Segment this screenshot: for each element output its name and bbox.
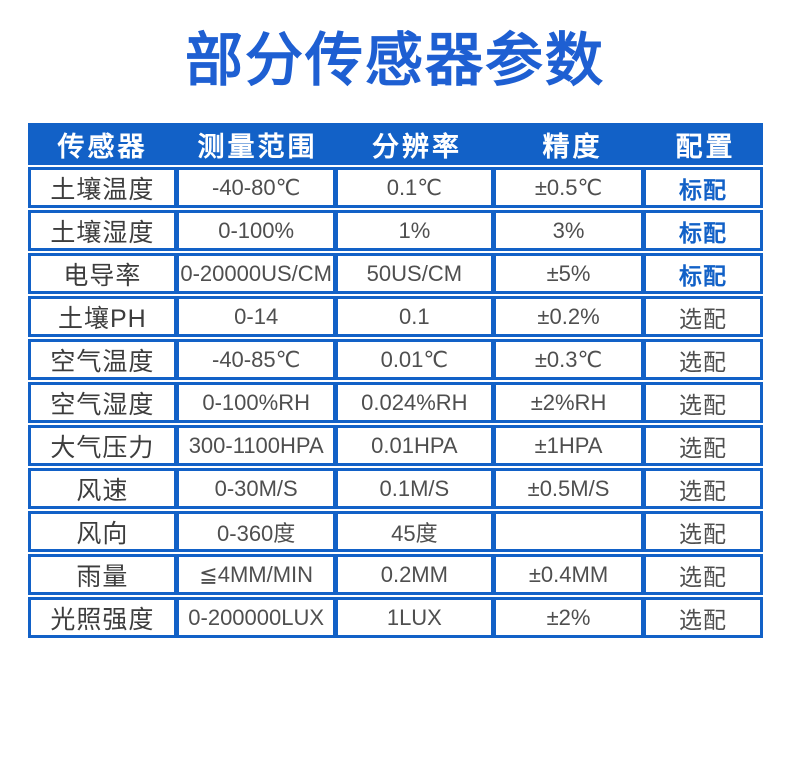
sensor-name: 土壤温度 <box>31 170 180 205</box>
column-header-resolution: 分辨率 <box>372 131 463 162</box>
table-row: 光照强度 0-200000LUX 1LUX ±2% 选配 <box>27 597 763 638</box>
measure-range: ≦4MM/MIN <box>179 557 339 592</box>
resolution-value: 0.1M/S <box>338 471 496 506</box>
table-row: 雨量 ≦4MM/MIN 0.2MM ±0.4MM 选配 <box>27 554 763 595</box>
sensor-name: 大气压力 <box>31 428 180 463</box>
sensor-name: 风向 <box>31 514 180 549</box>
measure-range: 0-100%RH <box>179 385 339 420</box>
column-header-sensor: 传感器 <box>57 131 148 162</box>
sensor-name: 空气温度 <box>31 342 180 377</box>
sensor-name: 土壤PH <box>31 299 180 334</box>
resolution-value: 0.2MM <box>338 557 496 592</box>
table-row: 土壤湿度 0-100% 1% 3% 标配 <box>27 210 763 251</box>
config-badge: 选配 <box>678 305 727 332</box>
measure-range: 0-100% <box>179 213 339 248</box>
accuracy-value: ±5% <box>496 256 647 291</box>
accuracy-value: ±2%RH <box>496 385 647 420</box>
measure-range: 0-360度 <box>179 514 339 549</box>
measure-range: 0-30M/S <box>179 471 339 506</box>
config-badge: 选配 <box>678 434 727 461</box>
sensor-name: 光照强度 <box>31 600 180 635</box>
sensor-name: 空气湿度 <box>31 385 180 420</box>
config-badge: 标配 <box>678 262 727 289</box>
config-badge: 选配 <box>678 520 727 547</box>
table-row: 空气湿度 0-100%RH 0.024%RH ±2%RH 选配 <box>27 382 763 423</box>
table-row: 大气压力 300-1100HPA 0.01HPA ±1HPA 选配 <box>27 425 763 466</box>
table-row: 土壤温度 -40-80℃ 0.1℃ ±0.5℃ 标配 <box>27 167 763 208</box>
accuracy-value: 3% <box>496 213 647 248</box>
measure-range: -40-85℃ <box>179 342 339 377</box>
measure-range: -40-80℃ <box>179 170 339 205</box>
sensor-name: 风速 <box>31 471 180 506</box>
resolution-value: 0.1 <box>338 299 496 334</box>
resolution-value: 0.1℃ <box>338 170 496 205</box>
sensor-name: 电导率 <box>31 256 180 291</box>
accuracy-value: ±0.3℃ <box>496 342 647 377</box>
resolution-value: 1LUX <box>338 600 496 635</box>
config-badge: 选配 <box>678 348 727 375</box>
config-badge: 标配 <box>678 219 727 246</box>
resolution-value: 45度 <box>338 514 496 549</box>
accuracy-value <box>496 514 647 549</box>
resolution-value: 0.01HPA <box>338 428 496 463</box>
accuracy-value: ±0.5℃ <box>496 170 647 205</box>
resolution-value: 50US/CM <box>338 256 496 291</box>
table-header-row: 传感器 测量范围 分辨率 精度 配置 <box>27 123 763 165</box>
resolution-value: 0.024%RH <box>338 385 496 420</box>
accuracy-value: ±0.2% <box>496 299 647 334</box>
table-row: 风速 0-30M/S 0.1M/S ±0.5M/S 选配 <box>27 468 763 509</box>
table-row: 土壤PH 0-14 0.1 ±0.2% 选配 <box>27 296 763 337</box>
config-badge: 选配 <box>678 563 727 590</box>
sensor-spec-page: 部分传感器参数 传感器 测量范围 分辨率 精度 配置 土壤温度 -40-80℃ … <box>0 26 790 779</box>
page-title: 部分传感器参数 <box>184 28 605 93</box>
config-badge: 选配 <box>678 391 727 418</box>
sensor-name: 土壤湿度 <box>31 213 180 248</box>
measure-range: 0-20000US/CM <box>179 256 339 291</box>
table-row: 风向 0-360度 45度 选配 <box>27 511 763 552</box>
column-header-range: 测量范围 <box>197 131 318 162</box>
config-badge: 标配 <box>678 176 727 203</box>
column-header-config: 配置 <box>675 131 736 162</box>
measure-range: 0-200000LUX <box>179 600 339 635</box>
accuracy-value: ±2% <box>496 600 647 635</box>
sensor-spec-table: 传感器 测量范围 分辨率 精度 配置 土壤温度 -40-80℃ 0.1℃ ±0.… <box>27 123 763 638</box>
config-badge: 选配 <box>678 606 727 633</box>
measure-range: 0-14 <box>179 299 339 334</box>
resolution-value: 0.01℃ <box>338 342 496 377</box>
measure-range: 300-1100HPA <box>179 428 339 463</box>
config-badge: 选配 <box>678 477 727 504</box>
accuracy-value: ±0.5M/S <box>496 471 647 506</box>
table-row: 空气温度 -40-85℃ 0.01℃ ±0.3℃ 选配 <box>27 339 763 380</box>
column-header-accuracy: 精度 <box>542 131 603 162</box>
sensor-name: 雨量 <box>31 557 180 592</box>
accuracy-value: ±0.4MM <box>496 557 647 592</box>
resolution-value: 1% <box>338 213 496 248</box>
table-row: 电导率 0-20000US/CM 50US/CM ±5% 标配 <box>27 253 763 294</box>
accuracy-value: ±1HPA <box>496 428 647 463</box>
